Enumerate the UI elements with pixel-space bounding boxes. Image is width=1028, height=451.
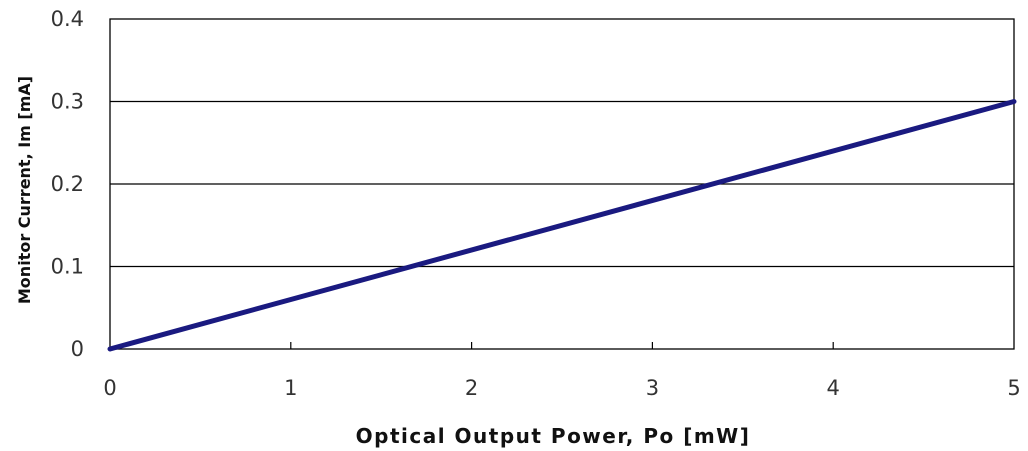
x-axis-title: Optical Output Power, Po [mW] (356, 424, 751, 448)
grid-lines (110, 100, 1014, 268)
y-tick-label: 0.2 (51, 172, 84, 196)
x-tick-labels: 0 1 2 3 4 5 (103, 376, 1020, 400)
x-tick-label: 4 (827, 376, 840, 400)
x-tick-label: 0 (103, 376, 116, 400)
y-tick-label: 0 (71, 337, 84, 361)
y-tick-labels: 0 0.1 0.2 0.3 0.4 (51, 7, 84, 361)
series-line (107, 99, 1017, 352)
y-tick-label: 0.3 (51, 90, 84, 114)
series-group (107, 99, 1017, 352)
x-tick-label: 1 (284, 376, 297, 400)
y-axis-title: Monitor Current, Im [mA] (15, 76, 34, 304)
y-tick-label: 0.4 (51, 7, 84, 31)
plot-frame (109, 18, 1015, 350)
x-tick-label: 2 (465, 376, 478, 400)
y-tick-label: 0.1 (51, 255, 84, 279)
x-tick-label: 5 (1007, 376, 1020, 400)
x-ticks (290, 342, 834, 349)
x-tick-label: 3 (646, 376, 659, 400)
